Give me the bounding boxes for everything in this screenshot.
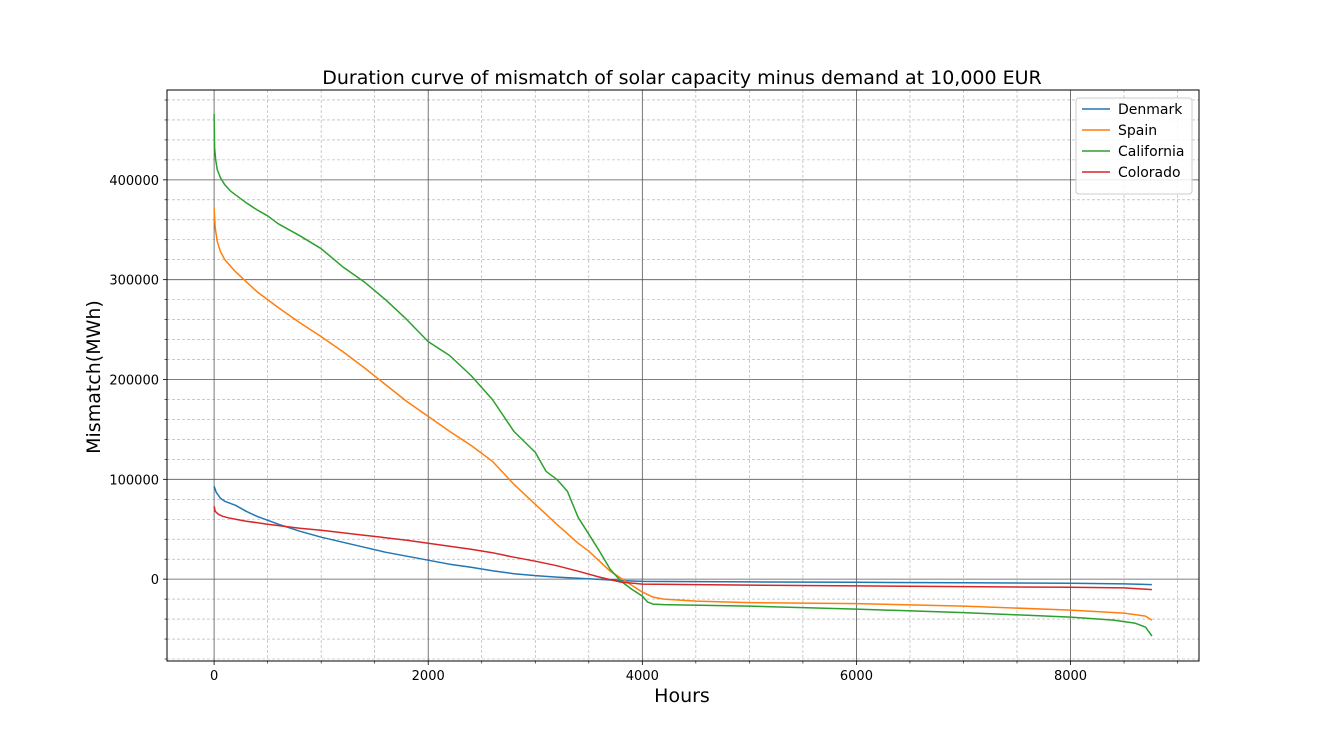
x-tick-label: 6000 <box>840 669 873 684</box>
x-axis-label: Hours <box>654 685 710 707</box>
x-tick-label: 4000 <box>626 669 659 684</box>
legend-box <box>1075 97 1193 195</box>
legend-label: Spain <box>1118 123 1157 139</box>
y-tick-label: 200000 <box>109 373 159 388</box>
plot-frame <box>166 89 1200 662</box>
major-grid <box>167 90 1199 661</box>
legend-label: California <box>1118 144 1184 160</box>
legend-label: Colorado <box>1118 165 1181 181</box>
series-line-spain <box>213 207 1153 621</box>
minor-grid <box>164 90 1199 664</box>
legend: Denmark Spain California Colorado <box>1075 97 1193 195</box>
x-tick-label: 8000 <box>1054 669 1087 684</box>
y-axis-label: Mismatch(MWh) <box>83 300 105 454</box>
chart-title: Duration curve of mismatch of solar capa… <box>322 67 1042 89</box>
y-tick-label: 100000 <box>109 473 159 488</box>
x-tick-label: 0 <box>210 669 218 684</box>
series-line-california <box>213 113 1153 637</box>
series-line-colorado <box>213 506 1152 591</box>
x-tick-label: 2000 <box>412 669 445 684</box>
x-axis-ticks: 0 2000 4000 6000 8000 <box>210 661 1087 684</box>
legend-label: Denmark <box>1118 102 1183 118</box>
y-tick-label: 400000 <box>109 174 159 189</box>
y-axis-ticks: 0 100000 200000 300000 400000 <box>109 174 167 588</box>
y-tick-label: 300000 <box>109 274 159 289</box>
y-tick-label: 0 <box>151 573 159 588</box>
series-line-denmark <box>213 486 1152 586</box>
plot-lines <box>213 113 1153 637</box>
